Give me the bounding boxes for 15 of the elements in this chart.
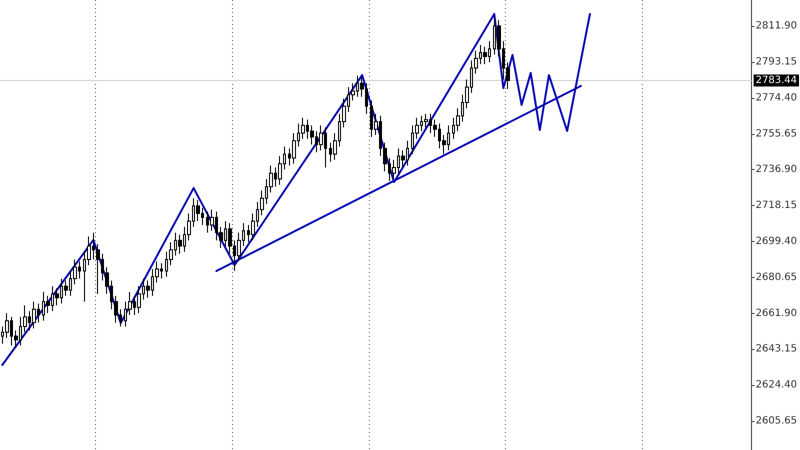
y-tick-label: 2774.40 <box>756 92 798 104</box>
line-series <box>1 12 591 366</box>
candlestick <box>32 301 36 329</box>
y-tick-label: 2605.65 <box>756 415 798 426</box>
y-tick-label: 2643.15 <box>756 344 798 355</box>
y-tick-label: 2793.15 <box>756 56 798 68</box>
y-tick-label: 2624.40 <box>756 380 798 391</box>
y-tick-label: 2755.65 <box>756 128 798 140</box>
y-tick-label: 2661.90 <box>756 308 798 319</box>
y-tick-label: 2718.15 <box>756 200 798 212</box>
y-tick-label: 2736.90 <box>756 164 798 176</box>
y-tick-label: 2811.90 <box>756 20 798 32</box>
ref-line-label: 2783.44 <box>756 75 798 86</box>
y-tick-label: 2699.40 <box>756 236 798 247</box>
y-tick-label: 2680.65 <box>756 272 798 283</box>
